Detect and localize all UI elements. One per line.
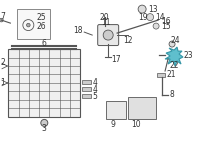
Text: 12: 12 — [123, 36, 133, 45]
Circle shape — [153, 23, 159, 29]
Text: 10: 10 — [131, 120, 141, 129]
Circle shape — [169, 41, 175, 47]
Circle shape — [27, 23, 30, 27]
Bar — [128, 97, 156, 119]
Text: 17: 17 — [111, 55, 121, 64]
Bar — [82, 81, 91, 84]
Text: 21: 21 — [166, 71, 176, 80]
Circle shape — [41, 119, 48, 126]
Bar — [157, 73, 165, 77]
Circle shape — [138, 5, 146, 13]
Text: 6: 6 — [42, 39, 47, 48]
Bar — [8, 49, 80, 117]
FancyBboxPatch shape — [98, 25, 119, 46]
Text: 9: 9 — [111, 120, 116, 129]
Text: 4: 4 — [92, 85, 97, 94]
Text: 22: 22 — [169, 61, 179, 70]
Text: 13: 13 — [148, 5, 158, 14]
Text: 20: 20 — [99, 13, 109, 22]
Polygon shape — [165, 47, 183, 66]
Bar — [82, 87, 91, 91]
Text: 25: 25 — [36, 13, 46, 22]
Circle shape — [0, 18, 3, 22]
Bar — [106, 101, 126, 119]
Text: 1: 1 — [1, 78, 5, 87]
Text: 15: 15 — [161, 22, 171, 31]
Text: 14: 14 — [155, 13, 165, 22]
Text: 24: 24 — [170, 36, 180, 45]
Text: 2: 2 — [1, 57, 6, 67]
Text: 16: 16 — [161, 17, 171, 26]
Text: 18: 18 — [73, 26, 82, 35]
Text: 7: 7 — [0, 12, 5, 21]
FancyBboxPatch shape — [17, 9, 50, 39]
Text: 26: 26 — [36, 22, 46, 31]
Bar — [82, 95, 91, 98]
Circle shape — [103, 30, 113, 40]
Text: 23: 23 — [183, 51, 193, 60]
Text: 19: 19 — [138, 13, 148, 22]
Text: 5: 5 — [92, 92, 97, 101]
Text: 3: 3 — [42, 124, 47, 133]
Text: 4: 4 — [92, 78, 97, 87]
Text: 11: 11 — [101, 18, 111, 27]
Circle shape — [147, 14, 154, 21]
Text: 8: 8 — [169, 90, 174, 100]
